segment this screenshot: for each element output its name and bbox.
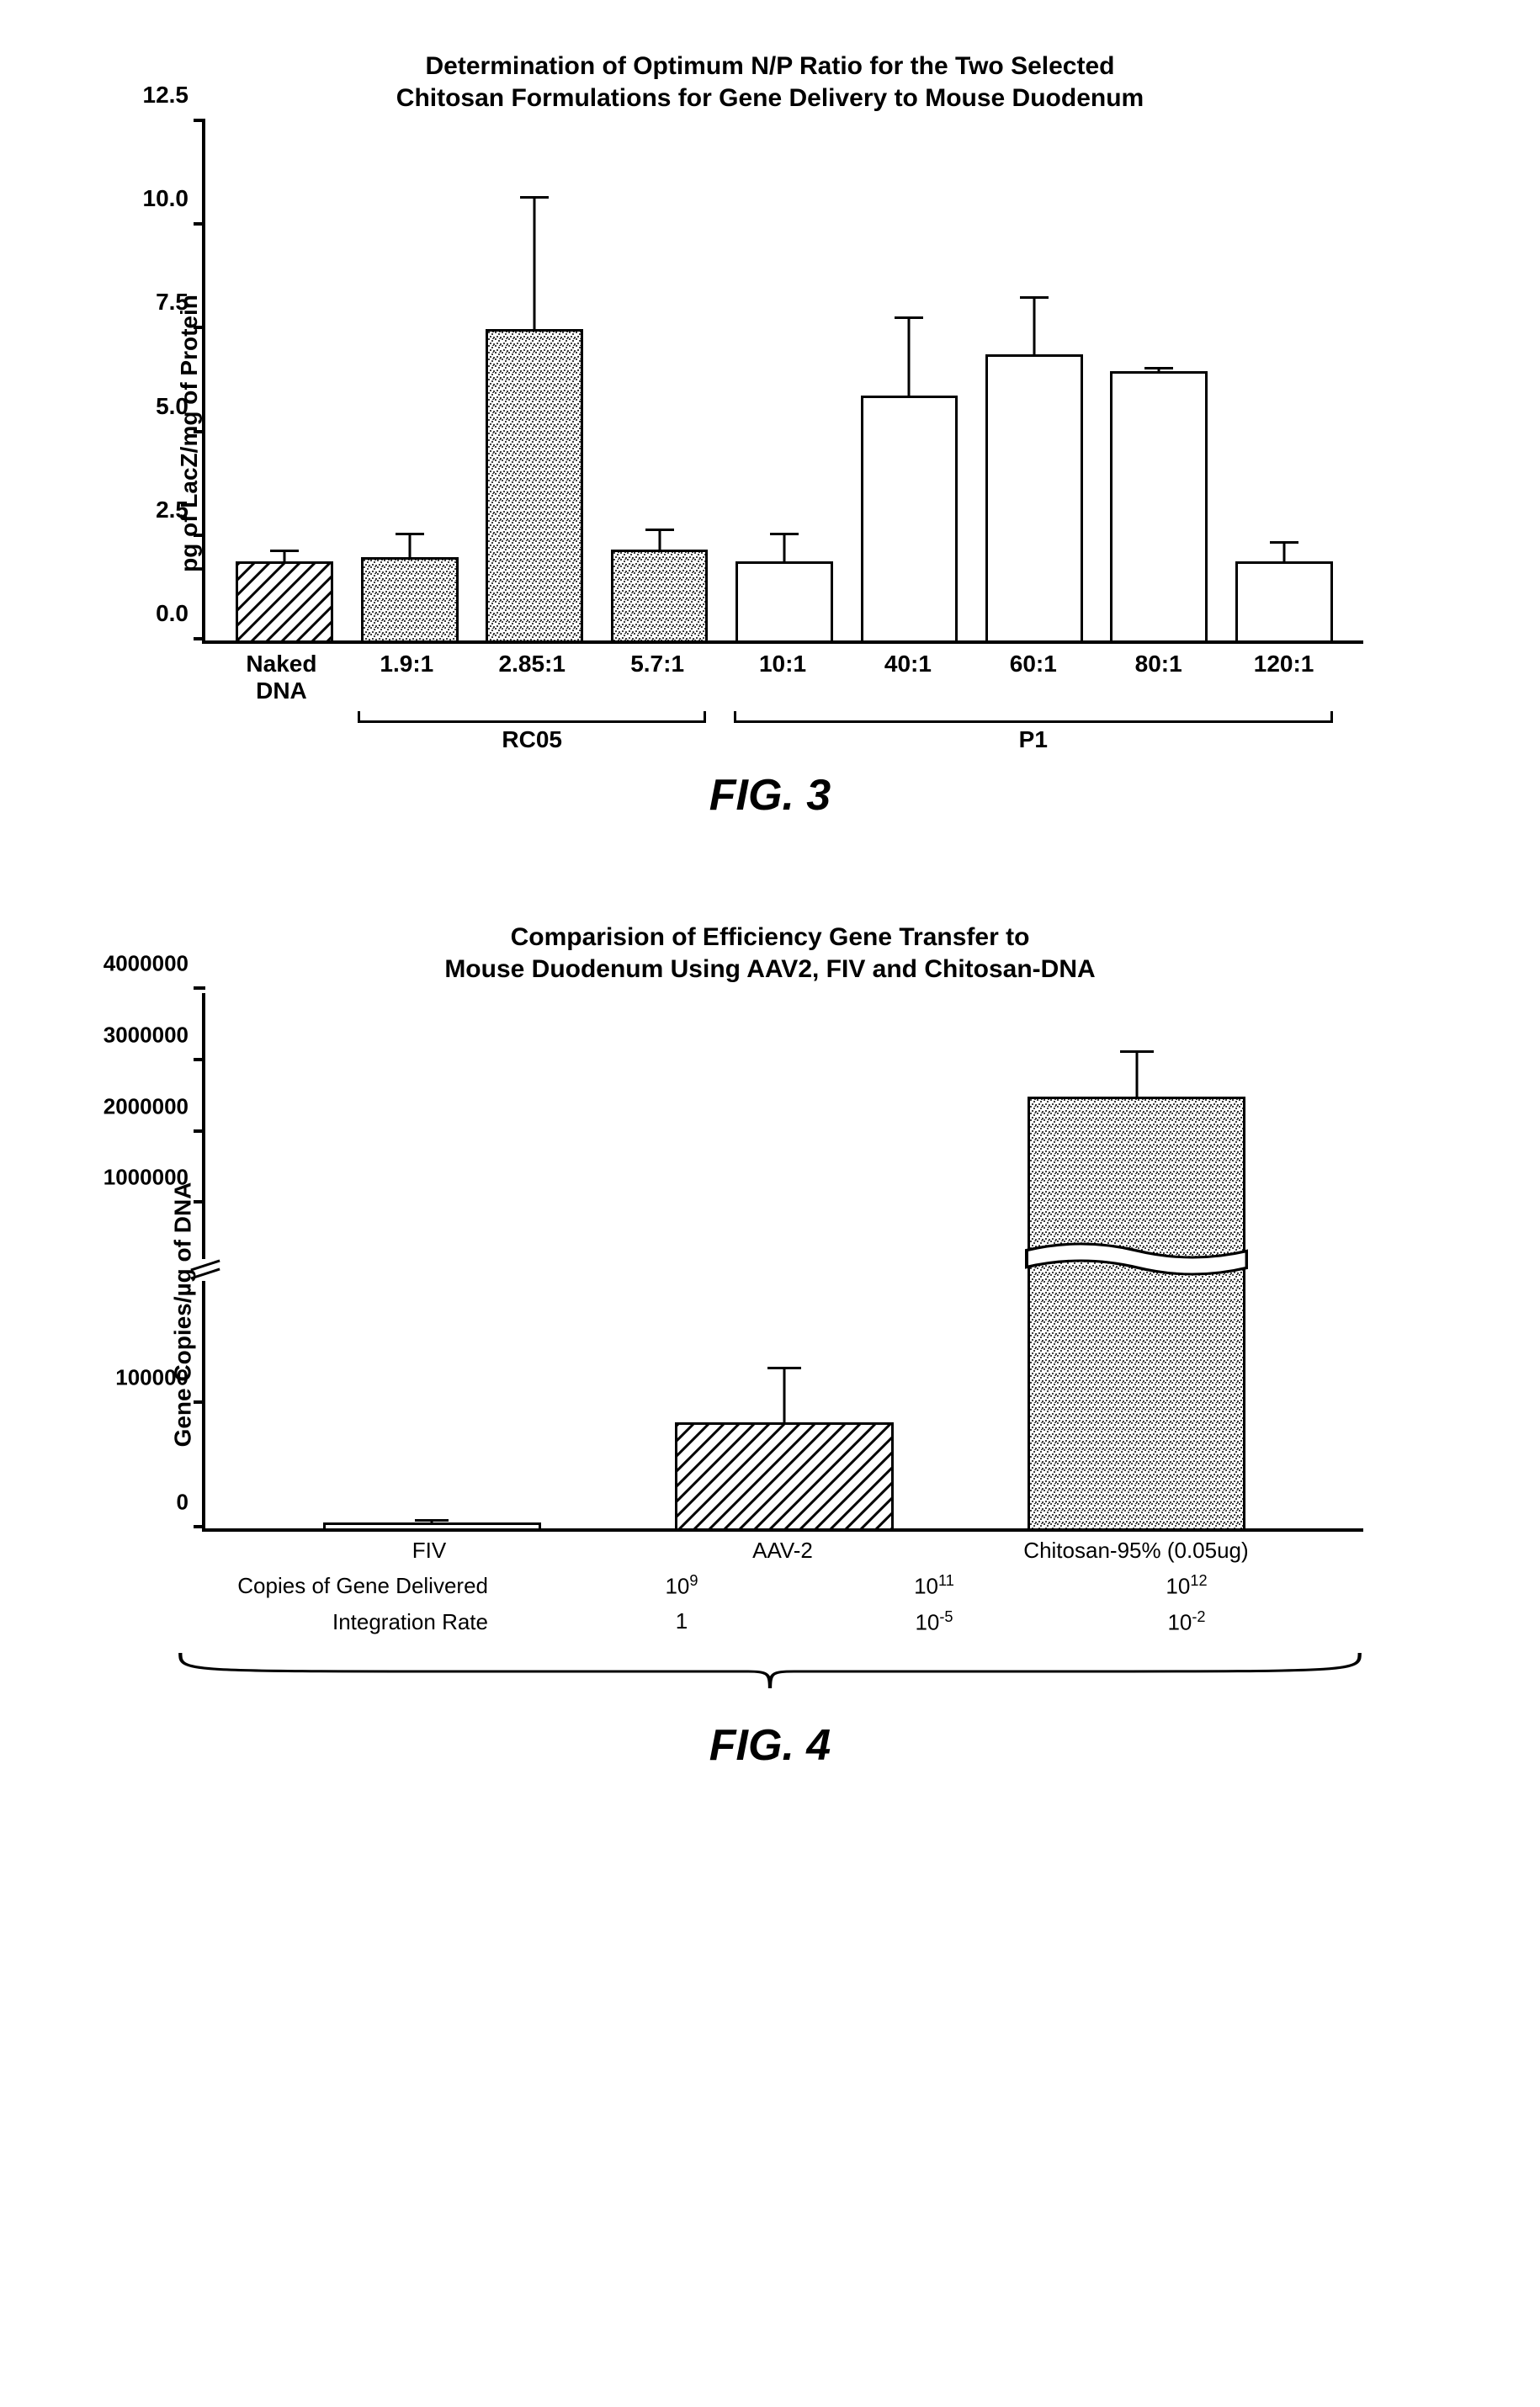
fig3-bar-slot [222, 122, 347, 640]
figure-3: Determination of Optimum N/P Ratio for t… [101, 50, 1439, 821]
fig3-ytick-label: 0.0 [156, 600, 205, 627]
fig3-bar-slot [1222, 122, 1346, 640]
fig3-group-brace [734, 711, 1333, 723]
fig3-chart: pg of LacZ/mg of Protein 0.02.55.07.510.… [101, 122, 1439, 745]
fig4-caption: FIG. 4 [101, 1720, 1439, 1771]
fig3-xtick-label: 60:1 [970, 651, 1096, 704]
figure-4: Comparision of Efficiency Gene Transfer … [101, 922, 1439, 1770]
fig3-bar [861, 396, 959, 640]
fig4-ytick-label: 0 [177, 1490, 205, 1516]
fig4-table-cell: 1012 [1060, 1572, 1313, 1600]
fig4-table-row: Copies of Gene Delivered 10910111012 [202, 1572, 1363, 1600]
fig3-plot-area: 0.02.55.07.510.012.5 [202, 122, 1363, 644]
fig3-group-label: RC05 [502, 726, 562, 753]
fig3-title-line1: Determination of Optimum N/P Ratio for t… [101, 50, 1439, 82]
fig4-table-row-label: Copies of Gene Delivered [202, 1573, 505, 1599]
fig3-title-line2: Chitosan Formulations for Gene Delivery … [101, 82, 1439, 114]
fig3-xtick-label: 80:1 [1096, 651, 1221, 704]
fig4-table-cell: 1011 [808, 1572, 1060, 1600]
fig4-table-cell: 10-2 [1060, 1608, 1313, 1636]
fig4-plot-area: 01000001000000200000030000004000000 [202, 993, 1363, 1532]
fig3-title: Determination of Optimum N/P Ratio for t… [101, 50, 1439, 114]
fig4-bar [323, 1522, 542, 1528]
fig3-ylabel: pg of LacZ/mg of Protein [176, 295, 203, 572]
fig3-ytick-label: 12.5 [143, 82, 206, 109]
axis-break-icon [190, 1261, 220, 1281]
fig4-ytick-label: 4000000 [104, 951, 205, 977]
fig3-bar [486, 329, 583, 640]
fig3-xtick-label: 120:1 [1221, 651, 1346, 704]
fig4-table-row-label: Integration Rate [202, 1609, 505, 1635]
fig3-bar [985, 354, 1083, 640]
fig4-title-line2: Mouse Duodenum Using AAV2, FIV and Chito… [101, 954, 1439, 986]
fig4-title: Comparision of Efficiency Gene Transfer … [101, 922, 1439, 985]
fig3-bar-slot [847, 122, 971, 640]
fig3-caption: FIG. 3 [101, 770, 1439, 821]
fig3-xtick-label: NakedDNA [219, 651, 344, 704]
fig4-ytick-label: 3000000 [104, 1022, 205, 1048]
fig3-bar [611, 550, 709, 640]
bar-break-icon [1025, 1241, 1249, 1278]
fig3-bar [361, 557, 459, 640]
fig3-ytick-label: 2.5 [156, 497, 205, 523]
fig4-data-table: Copies of Gene Delivered 10910111012 Integ… [202, 1572, 1363, 1635]
fig3-group-label: P1 [1019, 726, 1048, 753]
fig4-xlabels: FIVAAV-2Chitosan-95% (0.05ug) [202, 1532, 1363, 1564]
fig4-table-cell: 109 [555, 1572, 808, 1600]
fig4-ytick-label: 2000000 [104, 1093, 205, 1119]
fig4-xtick-label: FIV [252, 1538, 606, 1564]
fig3-bar-slot [722, 122, 847, 640]
fig4-ylabel: Gene Copies/µg of DNA [169, 1182, 196, 1448]
fig3-bar-slot [1097, 122, 1221, 640]
fig3-xtick-label: 2.85:1 [470, 651, 595, 704]
fig4-table-cell: 1 [555, 1608, 808, 1636]
fig4-bar [1028, 1097, 1246, 1528]
fig4-bar-slot [608, 993, 961, 1528]
fig3-group-brace [358, 711, 706, 723]
fig3-bar [1235, 561, 1333, 640]
fig3-bar-slot [972, 122, 1097, 640]
fig4-bars [205, 993, 1363, 1528]
fig3-xlabels: NakedDNA1.9:12.85:15.7:110:140:160:180:1… [202, 644, 1363, 704]
fig3-ytick-label: 7.5 [156, 289, 205, 316]
fig4-ytick-label: 1000000 [104, 1165, 205, 1191]
fig3-bar-slot [472, 122, 597, 640]
fig4-title-line1: Comparision of Efficiency Gene Transfer … [101, 922, 1439, 954]
fig3-ytick-label: 10.0 [143, 185, 206, 212]
fig4-bar [675, 1422, 894, 1528]
fig4-table-cell: 10-5 [808, 1608, 1060, 1636]
fig3-xtick-label: 1.9:1 [344, 651, 470, 704]
fig4-bar-slot [256, 993, 608, 1528]
fig3-bar [236, 561, 333, 640]
fig3-ytick-label: 5.0 [156, 393, 205, 420]
fig3-xtick-label: 40:1 [845, 651, 970, 704]
fig4-xtick-label: Chitosan-95% (0.05ug) [959, 1538, 1313, 1564]
fig4-chart: Gene Copies/µg of DNA 010000010000002000… [101, 993, 1439, 1635]
fig3-group-braces: RC05P1 [202, 711, 1363, 745]
fig4-bar-slot [960, 993, 1313, 1528]
fig4-ytick-label: 100000 [115, 1365, 205, 1391]
fig4-xtick-label: AAV-2 [606, 1538, 959, 1564]
fig3-bar [1110, 371, 1208, 640]
fig3-bars [205, 122, 1363, 640]
fig3-bar [735, 561, 833, 640]
fig3-xtick-label: 5.7:1 [595, 651, 720, 704]
fig3-bar-slot [347, 122, 471, 640]
fig3-xtick-label: 10:1 [720, 651, 846, 704]
fig4-table-row: Integration Rate 110-510-2 [202, 1608, 1363, 1636]
fig4-bottom-brace [168, 1653, 1372, 1695]
fig3-bar-slot [597, 122, 721, 640]
